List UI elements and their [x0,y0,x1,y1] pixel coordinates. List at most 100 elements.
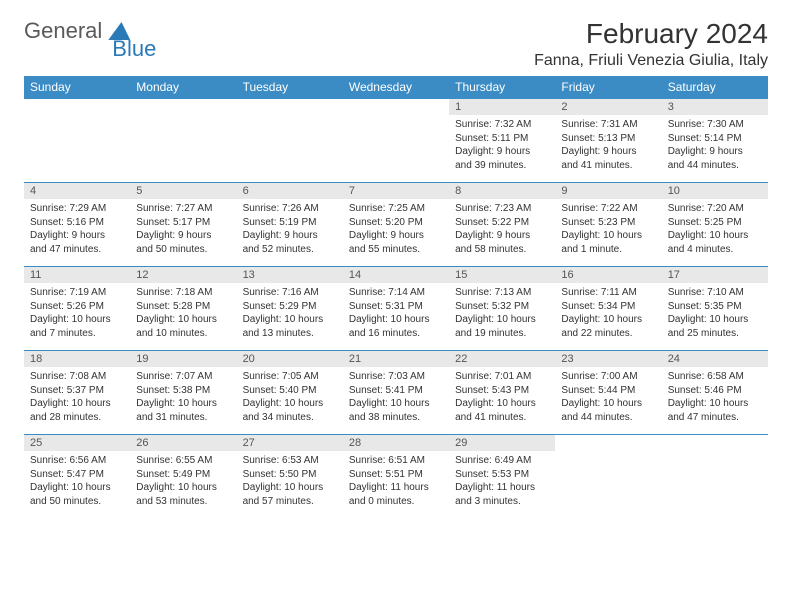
calendar-cell: 8Sunrise: 7:23 AMSunset: 5:22 PMDaylight… [449,183,555,267]
calendar-cell [237,99,343,183]
calendar-week-row: 4Sunrise: 7:29 AMSunset: 5:16 PMDaylight… [24,183,768,267]
daylight-line: Daylight: 11 hours and 0 minutes. [349,481,443,508]
logo-text-general: General [24,18,102,44]
calendar-cell: 28Sunrise: 6:51 AMSunset: 5:51 PMDayligh… [343,435,449,519]
daylight-line: Daylight: 9 hours and 58 minutes. [455,229,549,256]
daylight-line: Daylight: 10 hours and 4 minutes. [668,229,762,256]
calendar-cell [662,435,768,519]
sunset-line: Sunset: 5:13 PM [561,132,655,146]
sunrise-line: Sunrise: 7:23 AM [455,202,549,216]
sunset-line: Sunset: 5:37 PM [30,384,124,398]
calendar-cell: 25Sunrise: 6:56 AMSunset: 5:47 PMDayligh… [24,435,130,519]
daylight-line: Daylight: 10 hours and 44 minutes. [561,397,655,424]
sunrise-line: Sunrise: 7:31 AM [561,118,655,132]
day-number: 13 [237,267,343,283]
daylight-line: Daylight: 10 hours and 38 minutes. [349,397,443,424]
sunrise-line: Sunrise: 7:30 AM [668,118,762,132]
calendar-cell: 10Sunrise: 7:20 AMSunset: 5:25 PMDayligh… [662,183,768,267]
calendar-week-row: 18Sunrise: 7:08 AMSunset: 5:37 PMDayligh… [24,351,768,435]
sunrise-line: Sunrise: 7:26 AM [243,202,337,216]
day-number: 11 [24,267,130,283]
sunrise-line: Sunrise: 7:18 AM [136,286,230,300]
sunset-line: Sunset: 5:38 PM [136,384,230,398]
day-details: Sunrise: 6:51 AMSunset: 5:51 PMDaylight:… [343,451,449,512]
calendar-cell: 18Sunrise: 7:08 AMSunset: 5:37 PMDayligh… [24,351,130,435]
sunrise-line: Sunrise: 7:01 AM [455,370,549,384]
sunrise-line: Sunrise: 7:32 AM [455,118,549,132]
day-number: 2 [555,99,661,115]
calendar-cell [555,435,661,519]
calendar-cell: 5Sunrise: 7:27 AMSunset: 5:17 PMDaylight… [130,183,236,267]
day-details: Sunrise: 7:18 AMSunset: 5:28 PMDaylight:… [130,283,236,344]
sunset-line: Sunset: 5:43 PM [455,384,549,398]
daylight-line: Daylight: 10 hours and 57 minutes. [243,481,337,508]
sunrise-line: Sunrise: 6:53 AM [243,454,337,468]
day-details: Sunrise: 7:26 AMSunset: 5:19 PMDaylight:… [237,199,343,260]
sunset-line: Sunset: 5:46 PM [668,384,762,398]
sunrise-line: Sunrise: 7:11 AM [561,286,655,300]
day-number: 24 [662,351,768,367]
month-title: February 2024 [534,18,768,50]
day-details: Sunrise: 7:08 AMSunset: 5:37 PMDaylight:… [24,367,130,428]
weekday-header: Saturday [662,76,768,99]
sunrise-line: Sunrise: 6:56 AM [30,454,124,468]
sunrise-line: Sunrise: 7:10 AM [668,286,762,300]
sunset-line: Sunset: 5:29 PM [243,300,337,314]
day-details: Sunrise: 7:07 AMSunset: 5:38 PMDaylight:… [130,367,236,428]
sunset-line: Sunset: 5:49 PM [136,468,230,482]
sunset-line: Sunset: 5:19 PM [243,216,337,230]
calendar-cell: 21Sunrise: 7:03 AMSunset: 5:41 PMDayligh… [343,351,449,435]
day-details: Sunrise: 7:31 AMSunset: 5:13 PMDaylight:… [555,115,661,176]
daylight-line: Daylight: 11 hours and 3 minutes. [455,481,549,508]
day-number: 7 [343,183,449,199]
calendar-cell: 29Sunrise: 6:49 AMSunset: 5:53 PMDayligh… [449,435,555,519]
calendar-cell: 4Sunrise: 7:29 AMSunset: 5:16 PMDaylight… [24,183,130,267]
daylight-line: Daylight: 10 hours and 7 minutes. [30,313,124,340]
calendar-cell: 12Sunrise: 7:18 AMSunset: 5:28 PMDayligh… [130,267,236,351]
title-block: February 2024 Fanna, Friuli Venezia Giul… [534,18,768,70]
day-details: Sunrise: 6:58 AMSunset: 5:46 PMDaylight:… [662,367,768,428]
day-number: 5 [130,183,236,199]
calendar-body: 1Sunrise: 7:32 AMSunset: 5:11 PMDaylight… [24,99,768,519]
calendar-cell: 20Sunrise: 7:05 AMSunset: 5:40 PMDayligh… [237,351,343,435]
daylight-line: Daylight: 9 hours and 50 minutes. [136,229,230,256]
sunset-line: Sunset: 5:47 PM [30,468,124,482]
calendar-cell: 19Sunrise: 7:07 AMSunset: 5:38 PMDayligh… [130,351,236,435]
calendar-cell: 27Sunrise: 6:53 AMSunset: 5:50 PMDayligh… [237,435,343,519]
day-number: 16 [555,267,661,283]
calendar-cell: 2Sunrise: 7:31 AMSunset: 5:13 PMDaylight… [555,99,661,183]
daylight-line: Daylight: 9 hours and 39 minutes. [455,145,549,172]
day-details: Sunrise: 7:30 AMSunset: 5:14 PMDaylight:… [662,115,768,176]
day-number: 6 [237,183,343,199]
day-details: Sunrise: 7:22 AMSunset: 5:23 PMDaylight:… [555,199,661,260]
calendar-week-row: 11Sunrise: 7:19 AMSunset: 5:26 PMDayligh… [24,267,768,351]
day-details: Sunrise: 7:27 AMSunset: 5:17 PMDaylight:… [130,199,236,260]
day-number: 17 [662,267,768,283]
sunset-line: Sunset: 5:34 PM [561,300,655,314]
day-number: 12 [130,267,236,283]
daylight-line: Daylight: 10 hours and 16 minutes. [349,313,443,340]
calendar-cell: 6Sunrise: 7:26 AMSunset: 5:19 PMDaylight… [237,183,343,267]
calendar-cell [343,99,449,183]
header: General Blue February 2024 Fanna, Friuli… [24,18,768,70]
calendar-cell: 11Sunrise: 7:19 AMSunset: 5:26 PMDayligh… [24,267,130,351]
day-details: Sunrise: 7:11 AMSunset: 5:34 PMDaylight:… [555,283,661,344]
day-details: Sunrise: 6:55 AMSunset: 5:49 PMDaylight:… [130,451,236,512]
sunrise-line: Sunrise: 7:03 AM [349,370,443,384]
sunrise-line: Sunrise: 6:51 AM [349,454,443,468]
calendar-cell: 17Sunrise: 7:10 AMSunset: 5:35 PMDayligh… [662,267,768,351]
calendar-cell [130,99,236,183]
day-details: Sunrise: 6:49 AMSunset: 5:53 PMDaylight:… [449,451,555,512]
daylight-line: Daylight: 10 hours and 25 minutes. [668,313,762,340]
calendar-cell: 3Sunrise: 7:30 AMSunset: 5:14 PMDaylight… [662,99,768,183]
day-number: 26 [130,435,236,451]
daylight-line: Daylight: 10 hours and 13 minutes. [243,313,337,340]
logo: General Blue [24,18,156,44]
day-number: 4 [24,183,130,199]
weekday-header: Tuesday [237,76,343,99]
weekday-header: Friday [555,76,661,99]
calendar-cell: 15Sunrise: 7:13 AMSunset: 5:32 PMDayligh… [449,267,555,351]
sunrise-line: Sunrise: 7:22 AM [561,202,655,216]
sunset-line: Sunset: 5:28 PM [136,300,230,314]
day-details: Sunrise: 7:00 AMSunset: 5:44 PMDaylight:… [555,367,661,428]
